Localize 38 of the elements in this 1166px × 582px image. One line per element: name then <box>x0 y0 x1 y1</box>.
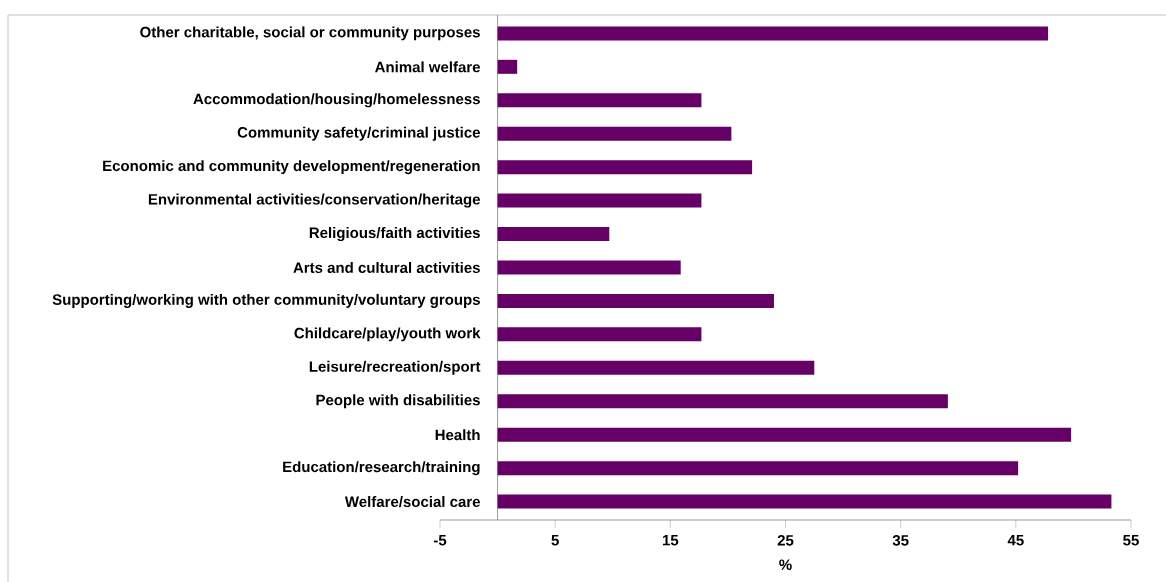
y-tick-label: Childcare/play/youth work <box>294 327 481 342</box>
x-axis-title: % <box>779 559 792 570</box>
bar <box>497 327 702 342</box>
x-tick-label: 15 <box>662 535 679 546</box>
y-tick-label: Arts and cultural activities <box>293 262 480 274</box>
y-tick-label: Religious/faith activities <box>309 227 480 242</box>
bar <box>497 126 732 141</box>
bar <box>497 394 948 409</box>
bar <box>497 59 518 74</box>
bar <box>497 227 610 242</box>
x-tick-label: 45 <box>1007 535 1024 546</box>
bar <box>497 26 1049 41</box>
bar <box>497 293 774 308</box>
bar <box>497 360 815 375</box>
x-tick-label: 25 <box>777 535 794 546</box>
y-tick-label: Welfare/social care <box>344 496 480 508</box>
y-tick-label: Supporting/working with other community/voluntary groups <box>52 293 480 308</box>
y-tick-label: Leisure/recreation/sport <box>309 360 481 375</box>
bar <box>497 260 681 275</box>
bar <box>497 427 1072 442</box>
x-tick-label: 35 <box>892 535 909 546</box>
y-tick-label: Economic and community development/regeneration <box>103 160 480 175</box>
y-tick-label: Health <box>435 429 480 441</box>
y-tick-label: Animal welfare <box>375 61 481 73</box>
bar <box>497 160 753 175</box>
y-tick-label: Education/research/training <box>283 461 480 476</box>
y-tick-label: Community safety/criminal justice <box>237 126 481 141</box>
bar <box>497 494 1112 509</box>
bar <box>497 193 702 208</box>
bar <box>497 93 702 108</box>
y-tick-label: Accommodation/housing/homelessness <box>193 93 480 108</box>
y-tick-label: Environmental activities/conservation/heritage <box>148 193 481 208</box>
x-tick-label: 5 <box>551 535 559 546</box>
bar <box>497 461 1019 476</box>
x-tick-label: 55 <box>1123 535 1139 546</box>
y-tick-label: People with disabilities <box>316 394 480 409</box>
y-tick-label: Other charitable, social or community purposes <box>140 26 480 41</box>
x-tick-label: -5 <box>433 535 447 546</box>
